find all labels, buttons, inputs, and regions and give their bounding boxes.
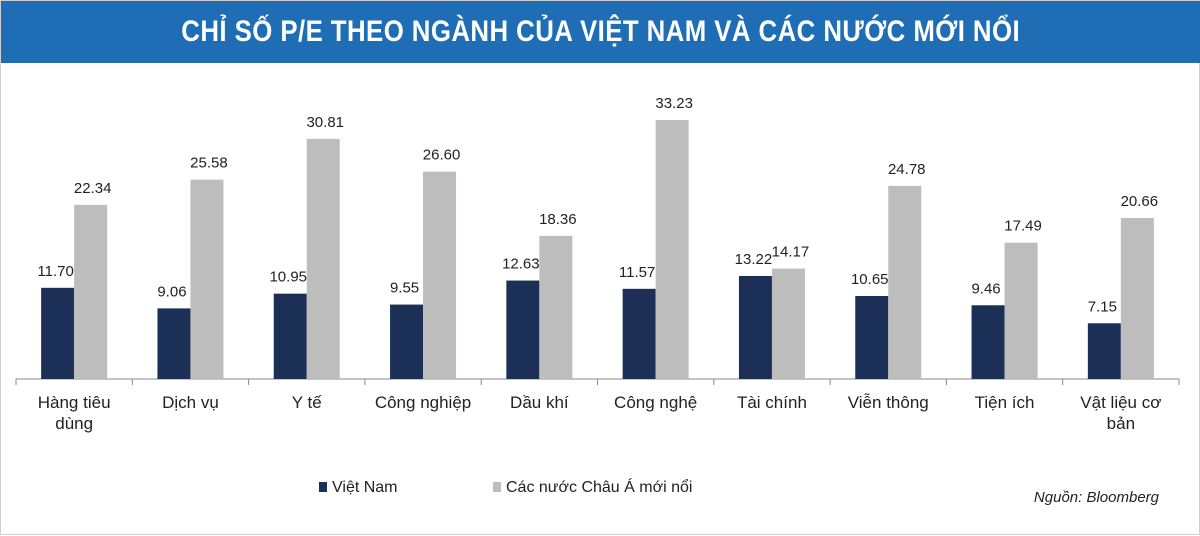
data-label-vietnam: 12.63: [502, 256, 540, 273]
bar-vietnam: [390, 304, 424, 379]
bar-asia: [888, 185, 922, 379]
x-tick-label: Công nghiệp: [375, 393, 471, 412]
data-label-asia: 24.78: [888, 161, 926, 178]
x-tick-label: Viễn thông: [848, 393, 929, 412]
data-label-asia: 18.36: [539, 211, 577, 228]
bar-asia: [1004, 242, 1038, 379]
x-tick-label: Tài chính: [737, 393, 807, 412]
x-tick-label: Dịch vụ: [162, 393, 219, 412]
data-label-asia: 25.58: [190, 155, 228, 172]
data-label-asia: 33.23: [655, 95, 693, 112]
data-label-asia: 30.81: [306, 114, 344, 131]
x-tick-label: Y tế: [292, 393, 322, 412]
bar-asia: [74, 204, 108, 379]
data-label-vietnam: 10.95: [269, 269, 307, 286]
bar-vietnam: [971, 305, 1005, 379]
bar-vietnam: [41, 287, 75, 379]
data-label-asia: 22.34: [74, 180, 112, 197]
bar-vietnam: [855, 295, 889, 379]
data-label-asia: 26.60: [423, 147, 461, 164]
x-tick-label: Dầu khí: [510, 393, 569, 412]
bar-vietnam: [157, 308, 191, 379]
bar-asia: [1120, 217, 1154, 379]
bar-asia: [771, 268, 805, 379]
bar-asia: [539, 235, 573, 379]
bar-vietnam: [506, 280, 540, 379]
legend-asia-swatch: [493, 482, 501, 492]
x-tick-label: Vật liệu cơ: [1080, 393, 1161, 412]
bar-vietnam: [1087, 323, 1121, 379]
bar-asia: [190, 179, 224, 379]
bar-asia: [306, 138, 340, 379]
data-label-asia: 17.49: [1004, 218, 1042, 235]
data-label-asia: 14.17: [772, 244, 810, 261]
data-label-vietnam: 7.15: [1088, 298, 1117, 315]
data-label-vietnam: 9.06: [157, 283, 186, 300]
legend-vietnam-swatch: [319, 482, 327, 492]
x-tick-label: dùng: [55, 414, 93, 433]
bar-vietnam: [738, 275, 772, 379]
x-tick-label: Công nghệ: [614, 393, 697, 412]
x-tick-label: Tiện ích: [975, 393, 1035, 412]
legend-vietnam-label: Việt Nam: [332, 479, 398, 496]
data-label-vietnam: 9.55: [390, 280, 419, 297]
data-label-vietnam: 11.70: [37, 263, 73, 280]
source-note: Nguồn: Bloomberg: [1033, 489, 1159, 506]
data-label-vietnam: 10.65: [851, 271, 889, 288]
data-label-vietnam: 11.57: [619, 264, 655, 281]
x-tick-label: bản: [1107, 414, 1135, 433]
data-label-vietnam: 13.22: [735, 251, 773, 268]
data-label-vietnam: 9.46: [971, 280, 1000, 297]
data-label-asia: 20.66: [1121, 193, 1159, 210]
bar-vietnam: [273, 293, 307, 379]
title-bar: CHỈ SỐ P/E THEO NGÀNH CỦA VIỆT NAM VÀ CÁ…: [1, 1, 1200, 63]
bar-vietnam: [622, 288, 656, 379]
chart-title: CHỈ SỐ P/E THEO NGÀNH CỦA VIỆT NAM VÀ CÁ…: [181, 15, 1021, 48]
bar-asia: [423, 171, 457, 379]
x-tick-label: Hàng tiêu: [38, 393, 111, 412]
bar-asia: [655, 120, 689, 379]
legend-asia-label: Các nước Châu Á mới nổi: [506, 477, 692, 496]
